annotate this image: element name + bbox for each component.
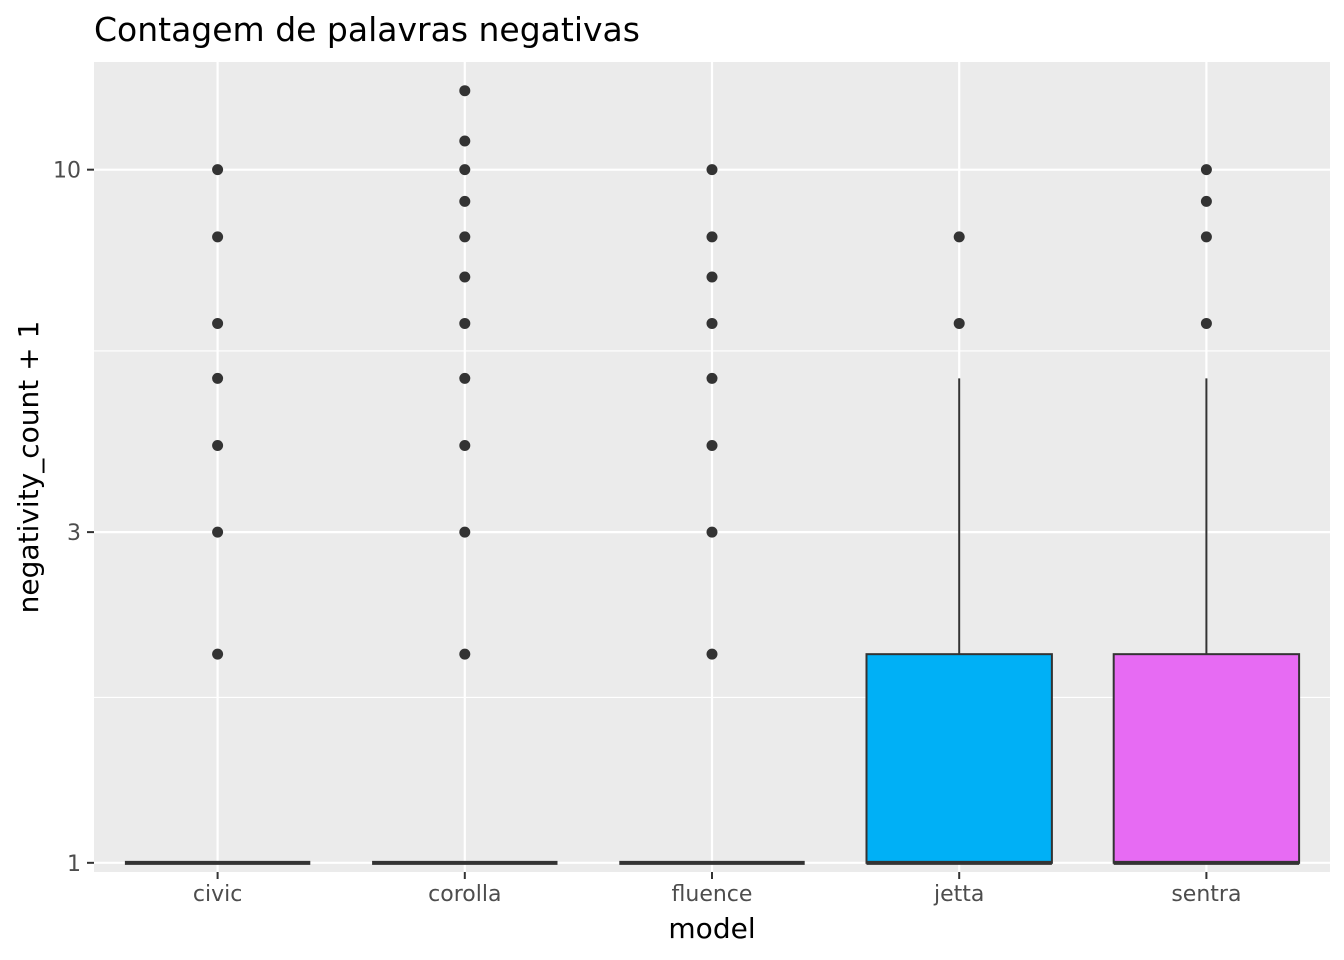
outlier-point (706, 231, 718, 243)
outlier-point (459, 271, 471, 283)
outlier-point (212, 231, 224, 243)
box-body (1112, 653, 1301, 864)
outlier-point (706, 648, 718, 660)
y-axis: 1 3 10 (53, 159, 94, 877)
y-tick-label: 3 (67, 521, 81, 546)
y-axis-title: negativity_count + 1 (12, 321, 45, 614)
outlier-point (459, 85, 471, 97)
outlier-point (459, 372, 471, 384)
box-jetta (865, 231, 1053, 865)
outlier-point (212, 372, 224, 384)
outlier-point (1200, 195, 1212, 207)
y-tick-label: 10 (53, 159, 81, 184)
box-sentra (1112, 164, 1301, 865)
x-tick-label: corolla (428, 882, 501, 907)
x-axis: civic corolla fluence jetta sentra (193, 872, 1241, 907)
outlier-point (1200, 164, 1212, 176)
outlier-point (212, 164, 224, 176)
box-fluence (619, 164, 805, 865)
box-body (865, 653, 1053, 864)
x-tick-label: fluence (672, 882, 753, 907)
outlier-point (459, 648, 471, 660)
outlier-point (459, 195, 471, 207)
outlier-point (953, 317, 965, 329)
outlier-point (953, 231, 965, 243)
outlier-point (212, 526, 224, 538)
box-series (124, 85, 1301, 865)
box-corolla (372, 85, 558, 865)
outlier-point (706, 440, 718, 452)
outlier-point (459, 440, 471, 452)
outlier-point (212, 440, 224, 452)
outlier-point (706, 164, 718, 176)
outlier-point (706, 271, 718, 283)
outlier-point (706, 372, 718, 384)
outlier-point (212, 317, 224, 329)
outlier-point (1200, 317, 1212, 329)
outlier-point (459, 317, 471, 329)
x-tick-label: civic (193, 882, 242, 907)
x-tick-label: jetta (933, 882, 984, 907)
x-axis-title: model (668, 912, 755, 945)
box-civic (124, 164, 311, 865)
y-tick-label: 1 (67, 852, 81, 877)
x-tick-label: sentra (1171, 882, 1241, 907)
outlier-point (459, 231, 471, 243)
chart-title: Contagem de palavras negativas (94, 10, 640, 49)
outlier-point (212, 648, 224, 660)
outlier-point (1200, 231, 1212, 243)
outlier-point (706, 317, 718, 329)
outlier-point (459, 164, 471, 176)
outlier-point (459, 135, 471, 147)
outlier-point (706, 526, 718, 538)
outlier-point (459, 526, 471, 538)
